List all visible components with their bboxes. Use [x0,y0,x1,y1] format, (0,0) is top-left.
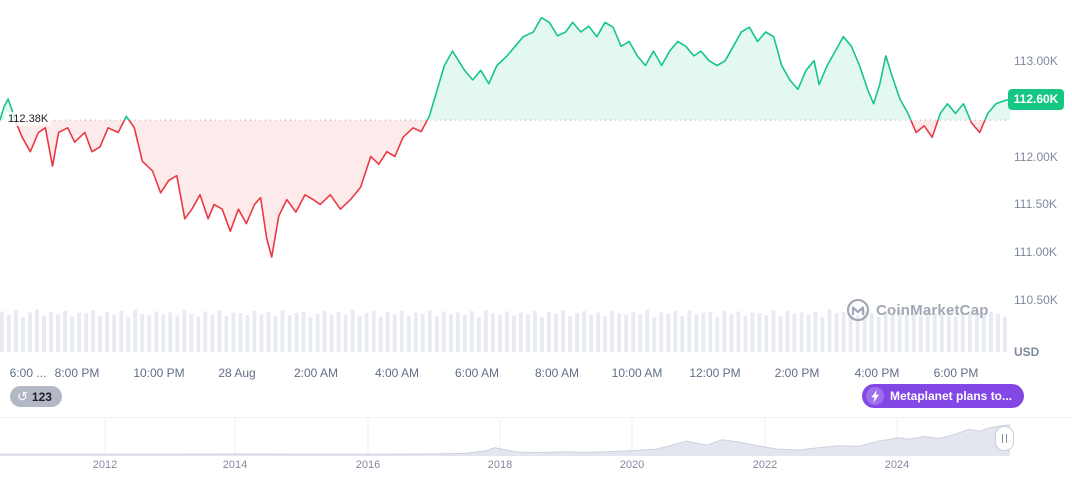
x-axis-label: 6:00 ... [9,366,47,380]
x-axis-label: 6:00 AM [454,366,500,380]
watermark-text: CoinMarketCap [876,301,989,319]
price-chart-canvas[interactable] [0,0,1010,360]
x-axis-label: 8:00 AM [534,366,580,380]
volume-bars [0,309,1007,352]
news-label: Metaplanet plans to... [890,389,1013,403]
x-axis-label: 10:00 PM [133,366,185,380]
y-axis-label: 113.00K [1014,53,1058,68]
navigator-year-label: 2016 [355,459,381,471]
navigator-year-label: 2014 [222,459,248,471]
x-axis: 6:00 ... 8:00 PM 10:00 PM 28 Aug 2:00 AM 4:00… [0,366,1010,382]
current-price-badge: 112.60K [1008,88,1064,110]
currency-unit-label: USD [1014,345,1040,359]
x-axis-label: 10:00 AM [611,366,663,380]
history-count: 123 [31,389,52,404]
coinmarketcap-watermark: CoinMarketCap [846,298,989,322]
x-axis-label: 8:00 PM [54,366,100,380]
x-axis-label: 4:00 PM [854,366,900,380]
navigator-year-label: 2022 [752,459,778,471]
x-axis-label: 2:00 PM [774,366,820,380]
x-axis-label: 28 Aug [218,366,256,380]
navigator-resize-handle[interactable] [995,426,1014,451]
navigator-year-label: 2020 [619,459,645,471]
news-badge[interactable]: Metaplanet plans to... [862,384,1025,408]
x-axis-label: 2:00 AM [293,366,339,380]
navigator-year-label: 2018 [487,459,513,471]
lightning-icon [866,387,884,405]
x-axis-label: 6:00 PM [933,366,979,380]
y-axis-label: 112.00K [1014,149,1058,164]
navigator-year-labels: 2012 2014 2016 2018 2020 2022 2024 [0,459,1010,473]
y-axis-label: 111.00K [1014,245,1057,260]
range-navigator[interactable]: 2012 2014 2016 2018 2020 2022 2024 [0,417,1072,477]
navigator-sparkline[interactable] [0,419,1010,457]
coinmarketcap-logo-icon [846,298,870,322]
y-axis-label: 111.50K [1014,197,1057,212]
history-count-badge[interactable]: ↺ 123 [10,386,62,407]
history-icon: ↺ [17,389,28,404]
x-axis-label: 4:00 AM [374,366,420,380]
y-axis-label: 110.50K [1014,293,1058,308]
navigator-year-label: 2012 [92,459,118,471]
previous-close-label: 112.38K [5,112,52,127]
navigator-year-label: 2024 [884,459,910,471]
x-axis-label: 12:00 PM [689,366,741,380]
